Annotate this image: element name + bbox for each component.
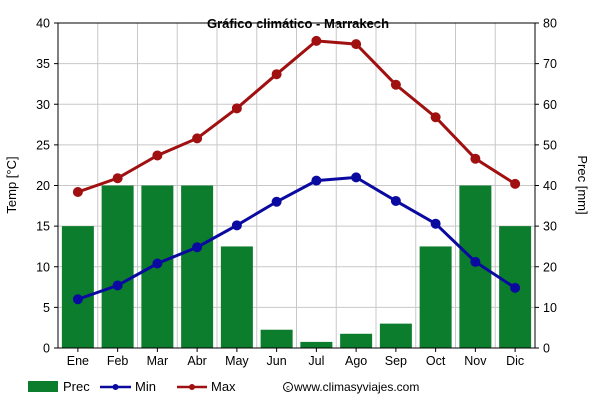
point-min-jul — [311, 175, 322, 186]
point-max-dic — [510, 178, 521, 189]
point-min-jun — [271, 196, 282, 207]
x-tick-label-sep: Sep — [385, 354, 407, 368]
bar-prec-ene — [61, 226, 94, 348]
left-tick-label: 40 — [36, 17, 50, 31]
left-axis-ticks: 0 5 10 15 20 25 30 35 40 — [36, 17, 58, 356]
point-max-sep — [390, 79, 401, 90]
point-min-ene — [72, 294, 83, 305]
right-axis-label: Prec [mm] — [575, 155, 590, 214]
bar-prec-jun — [260, 329, 293, 348]
legend-prec-swatch — [28, 381, 58, 392]
point-max-oct — [430, 112, 441, 123]
x-tick-label-ene: Ene — [67, 354, 89, 368]
bar-prec-oct — [419, 246, 452, 348]
point-max-jun — [271, 69, 282, 80]
line-max — [77, 39, 516, 194]
right-tick-label: 60 — [543, 98, 557, 112]
bar-prec-ago — [340, 333, 373, 348]
point-max-ago — [351, 39, 362, 50]
left-tick-label: 0 — [43, 342, 50, 356]
point-min-dic — [510, 282, 521, 293]
left-tick-label: 15 — [36, 220, 50, 234]
legend-min-label: Min — [135, 379, 156, 394]
point-max-ene — [72, 187, 83, 197]
right-tick-label: 70 — [543, 57, 557, 71]
right-tick-label: 80 — [543, 17, 557, 31]
point-min-abr — [192, 242, 203, 253]
point-max-feb — [112, 173, 123, 184]
left-tick-label: 25 — [36, 138, 50, 152]
point-min-feb — [112, 280, 123, 291]
right-axis-ticks: 0 10 20 30 40 50 60 70 80 — [535, 17, 557, 356]
left-tick-label: 10 — [36, 260, 50, 274]
right-tick-label: 10 — [543, 301, 557, 315]
gridlines — [58, 23, 535, 348]
x-axis-ticks: Ene Feb Mar Abr May Jun Jul Ago Sep Oct Nov Dic — [67, 348, 524, 368]
legend-min-marker — [112, 384, 119, 390]
x-tick-label-nov: Nov — [464, 354, 487, 368]
x-tick-label-oct: Oct — [426, 354, 446, 368]
temperature-lines — [72, 35, 521, 305]
left-tick-label: 20 — [36, 179, 50, 193]
copyright-icon: c — [283, 382, 293, 392]
point-max-nov — [470, 153, 481, 164]
right-tick-label: 20 — [543, 260, 557, 274]
legend: Prec Min Max c www.climasyviajes.com — [28, 379, 419, 394]
x-tick-label-abr: Abr — [187, 354, 206, 368]
right-tick-label: 50 — [543, 138, 557, 152]
point-max-may — [231, 103, 242, 114]
point-max-abr — [192, 133, 203, 144]
left-tick-label: 30 — [36, 98, 50, 112]
precipitation-bars — [61, 185, 532, 348]
left-tick-label: 35 — [36, 57, 50, 71]
line-min — [77, 175, 516, 301]
right-tick-label: 0 — [543, 342, 550, 356]
point-min-nov — [470, 256, 481, 267]
x-tick-label-jun: Jun — [267, 354, 287, 368]
point-min-sep — [390, 195, 401, 206]
left-tick-label: 5 — [43, 301, 50, 315]
bar-prec-abr — [181, 185, 214, 348]
right-tick-label: 30 — [543, 220, 557, 234]
point-min-may — [231, 220, 242, 231]
x-tick-label-may: May — [225, 354, 249, 368]
point-min-ago — [351, 172, 362, 183]
point-min-mar — [152, 258, 163, 269]
bar-prec-jul — [300, 341, 333, 348]
bar-prec-feb — [101, 185, 134, 348]
watermark-text: www.climasyviajes.com — [293, 380, 419, 394]
legend-max-marker — [189, 384, 195, 390]
x-tick-label-dic: Dic — [506, 354, 524, 368]
x-tick-label-jul: Jul — [308, 354, 324, 368]
left-axis-label: Temp [°C] — [4, 156, 19, 213]
legend-prec-label: Prec — [63, 379, 90, 394]
bar-prec-may — [220, 246, 253, 348]
x-tick-label-feb: Feb — [107, 354, 129, 368]
legend-max-label: Max — [211, 379, 236, 394]
right-tick-label: 40 — [543, 179, 557, 193]
svg-text:c: c — [286, 385, 290, 392]
point-max-mar — [152, 150, 163, 161]
x-tick-label-ago: Ago — [345, 354, 367, 368]
bar-prec-sep — [379, 323, 412, 348]
point-min-oct — [430, 218, 441, 229]
x-tick-label-mar: Mar — [147, 354, 169, 368]
point-max-jul — [311, 35, 322, 46]
